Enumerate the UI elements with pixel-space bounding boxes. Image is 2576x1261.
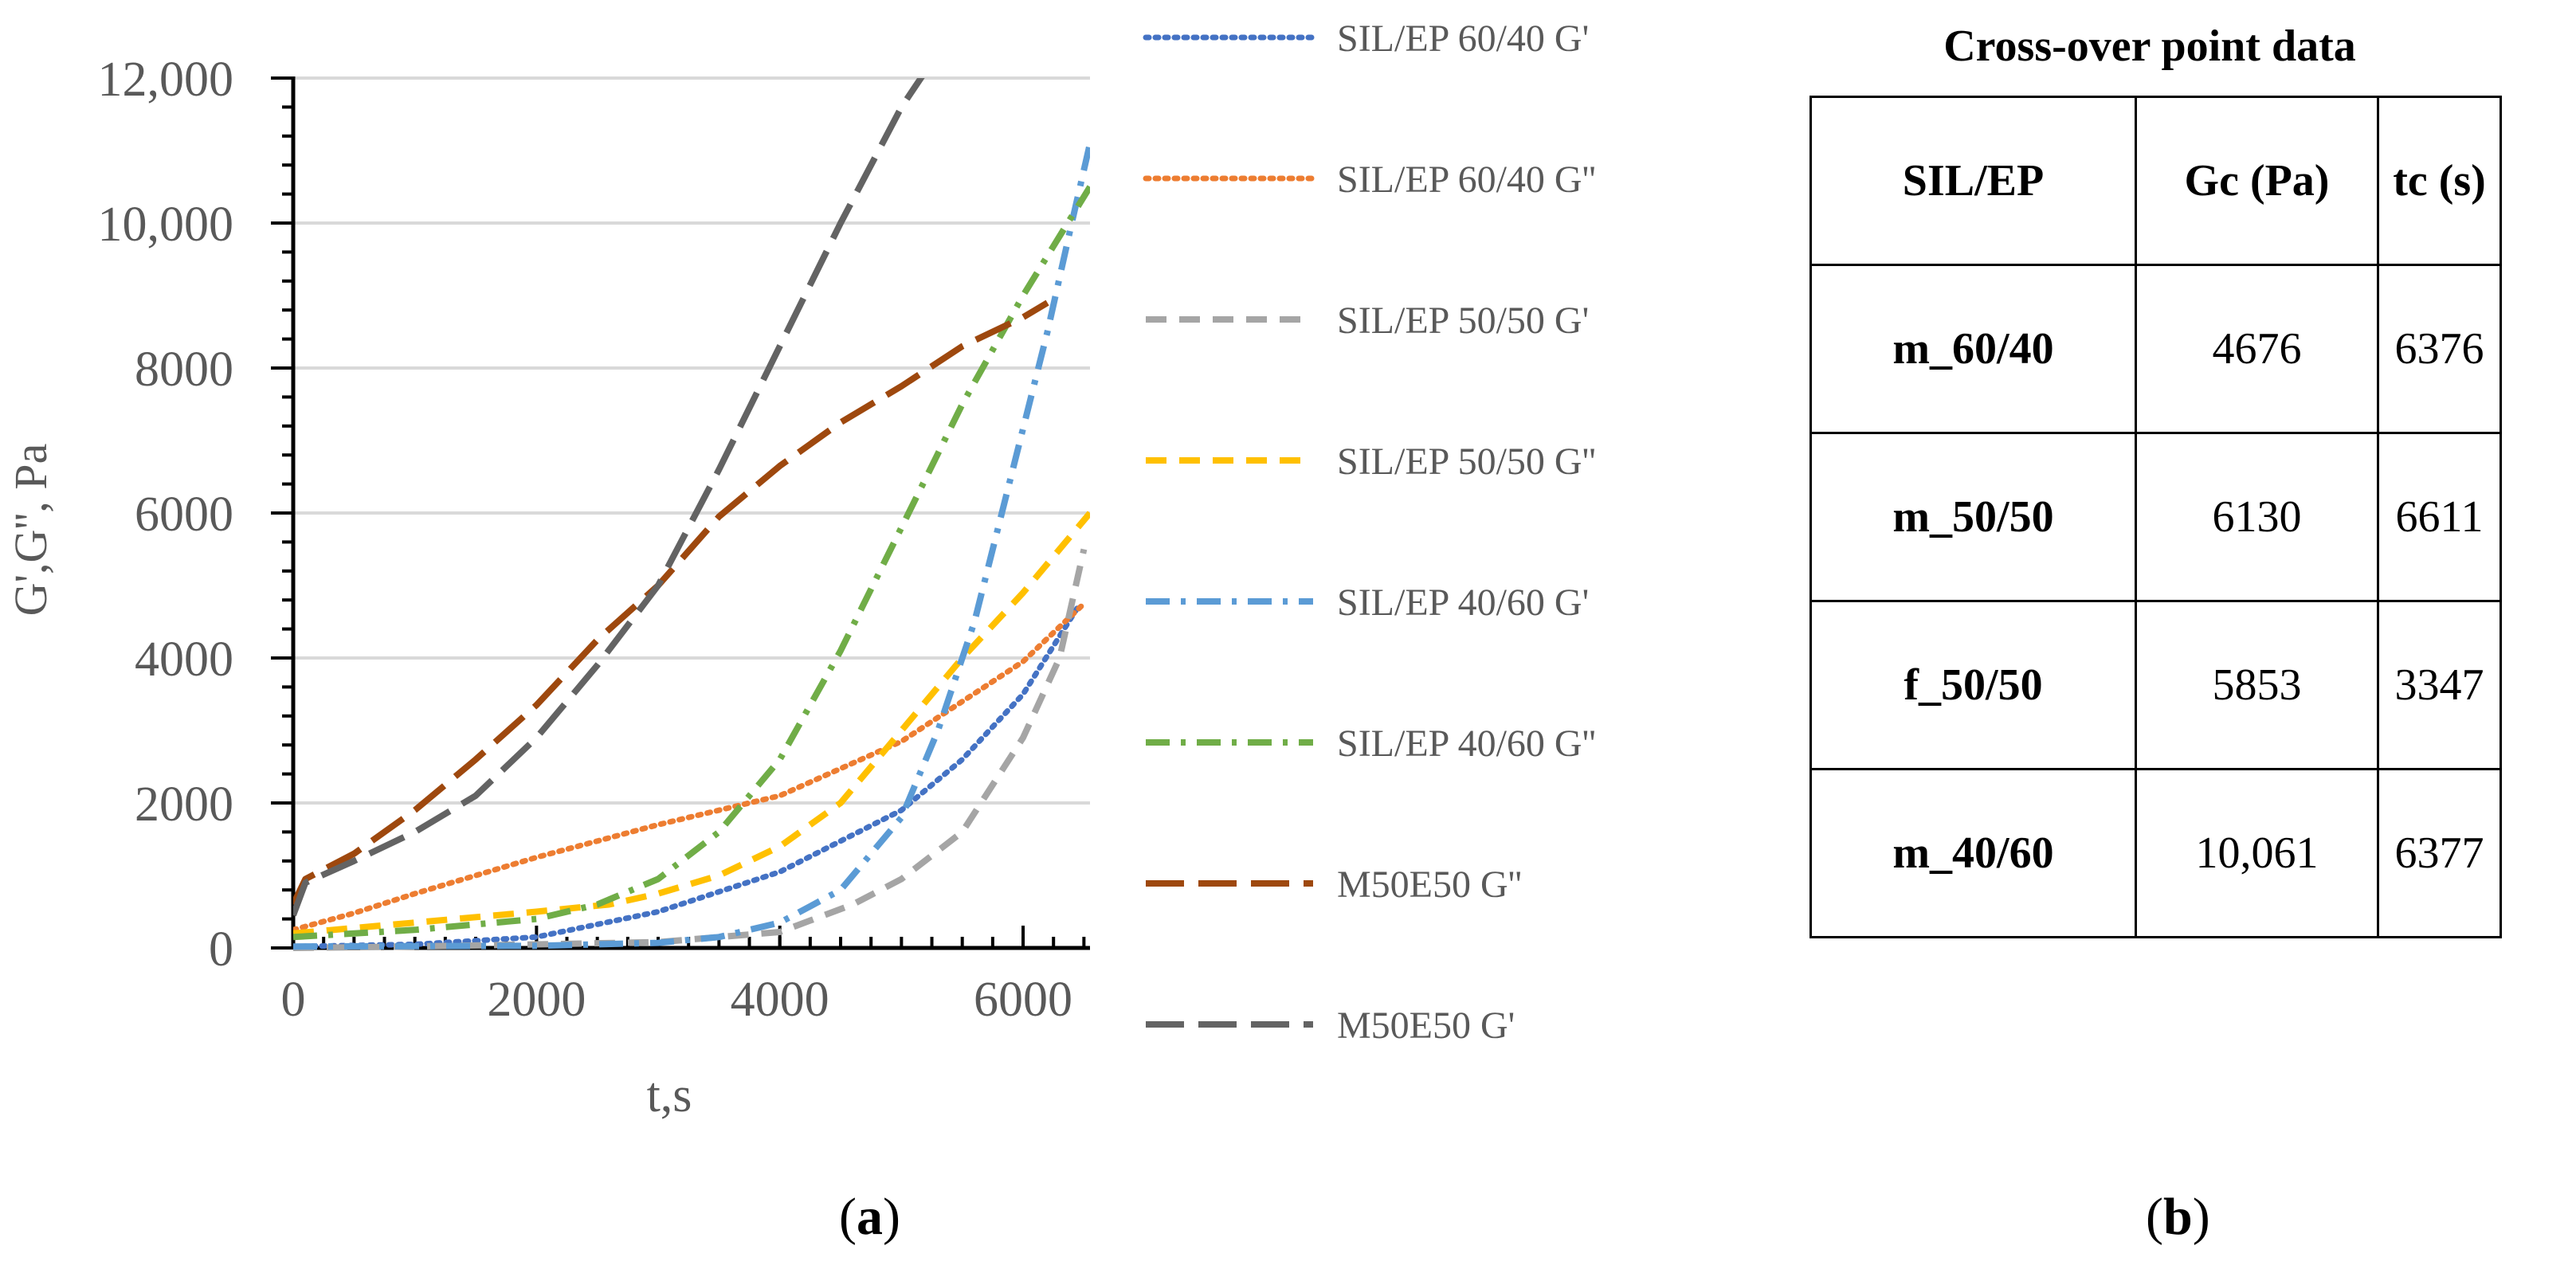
y-axis-title: G',G'', Pa	[5, 444, 57, 617]
series-line	[293, 604, 1081, 950]
table-cell: 6377	[2377, 768, 2502, 938]
x-tick-label: 0	[281, 973, 306, 1027]
subfigure-label-a: (a)	[839, 1188, 900, 1246]
series-line	[293, 78, 925, 917]
table-header-cell: Gc (Pa)	[2135, 96, 2379, 266]
legend-label: SIL/EP 50/50 G''	[1337, 441, 1596, 483]
series-line	[293, 143, 1090, 950]
table-cell: m_50/50	[1809, 432, 2137, 602]
series-lines	[293, 78, 1090, 951]
series-line	[293, 511, 1090, 937]
x-tick-label: 6000	[974, 973, 1072, 1027]
legend-label: SIL/EP 60/40 G''	[1337, 159, 1596, 201]
table-cell: 4676	[2135, 264, 2379, 434]
y-tick-label: 0	[209, 922, 233, 977]
table-cell: m_40/60	[1809, 768, 2137, 938]
y-tick-label: 10,000	[98, 198, 234, 252]
y-tick-label: 2000	[135, 777, 233, 832]
table-row: m_50/50 6130 6611	[1809, 432, 2502, 602]
series-line	[293, 601, 1087, 933]
series-line	[293, 300, 1049, 907]
legend-label: M50E50 G'	[1337, 1004, 1515, 1047]
subfigure-label-b: (b)	[2146, 1188, 2210, 1246]
table-cell: 10,061	[2135, 768, 2379, 938]
table-row: m_40/60 10,061 6377	[1809, 768, 2502, 938]
x-tick-label: 4000	[731, 973, 829, 1027]
table-header-row: SIL/EP Gc (Pa) tc (s)	[1809, 96, 2502, 266]
y-tick-label: 6000	[135, 488, 233, 542]
gridlines	[293, 76, 1090, 805]
series-line	[293, 548, 1088, 951]
legend-label: SIL/EP 40/60 G''	[1337, 723, 1596, 765]
table-cell: f_50/50	[1809, 600, 2137, 770]
table-cell: 6376	[2377, 264, 2502, 434]
table-row: f_50/50 5853 3347	[1809, 600, 2502, 770]
legend-label: SIL/EP 60/40 G'	[1337, 18, 1589, 60]
legend-label: SIL/EP 40/60 G'	[1337, 582, 1589, 624]
table-header-cell: tc (s)	[2377, 96, 2502, 266]
table-cell: m_60/40	[1809, 264, 2137, 434]
x-axis-title: t,s	[647, 1068, 692, 1122]
y-tick-label: 12,000	[98, 53, 234, 107]
table-cell: 6611	[2377, 432, 2502, 602]
table-cell: 6130	[2135, 432, 2379, 602]
axes: 0 2000 4000 6000 8000 10,000 12,000 0 2000 4000 60…	[98, 53, 1090, 1027]
legend: SIL/EP 60/40 G' SIL/EP 60/40 G'' SIL/EP 50…	[1143, 18, 1596, 1047]
legend-label: M50E50 G''	[1337, 864, 1522, 906]
legend-label: SIL/EP 50/50 G'	[1337, 300, 1589, 342]
crossover-table: SIL/EP Gc (Pa) tc (s) m_60/40 4676 6376 …	[1809, 96, 2502, 938]
x-tick-label: 2000	[487, 973, 586, 1027]
table-row: m_60/40 4676 6376	[1809, 264, 2502, 434]
y-tick-label: 8000	[135, 343, 233, 397]
table-cell: 3347	[2377, 600, 2502, 770]
y-tick-label: 4000	[135, 632, 233, 687]
series-line	[293, 185, 1090, 941]
table-title: Cross-over point data	[1943, 22, 2356, 71]
table-cell: 5853	[2135, 600, 2379, 770]
table-header-cell: SIL/EP	[1809, 96, 2137, 266]
